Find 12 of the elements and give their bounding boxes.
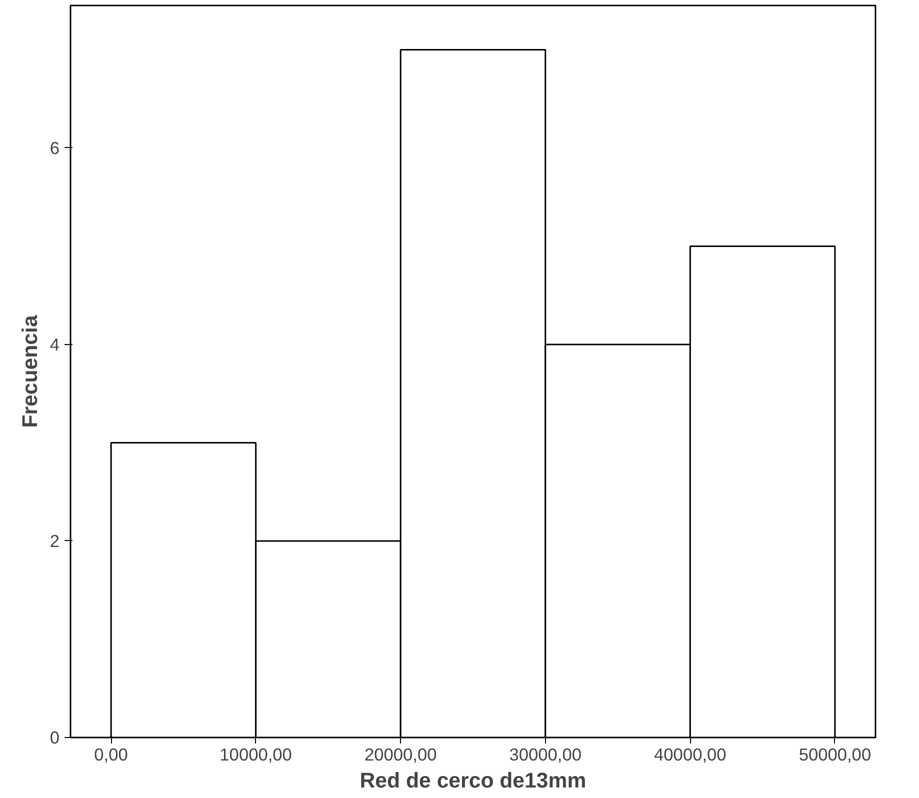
y-tick-label: 2 xyxy=(50,530,60,551)
y-tick-label: 0 xyxy=(50,728,60,748)
y-tick-label: 6 xyxy=(50,138,60,158)
x-tick-label: 30000,00 xyxy=(509,744,582,764)
x-tick-label: 40000,00 xyxy=(654,744,726,764)
x-tick-label: 0,00 xyxy=(94,744,128,764)
y-axis-title: Frecuencia xyxy=(18,315,42,428)
x-tick-label: 20000,00 xyxy=(364,744,437,764)
y-tick-label: 4 xyxy=(50,334,60,354)
x-tick-label: 50000,00 xyxy=(798,744,872,764)
x-axis-title: Red de cerco de13mm xyxy=(360,768,586,792)
x-tick-label: 10000,00 xyxy=(220,744,292,764)
